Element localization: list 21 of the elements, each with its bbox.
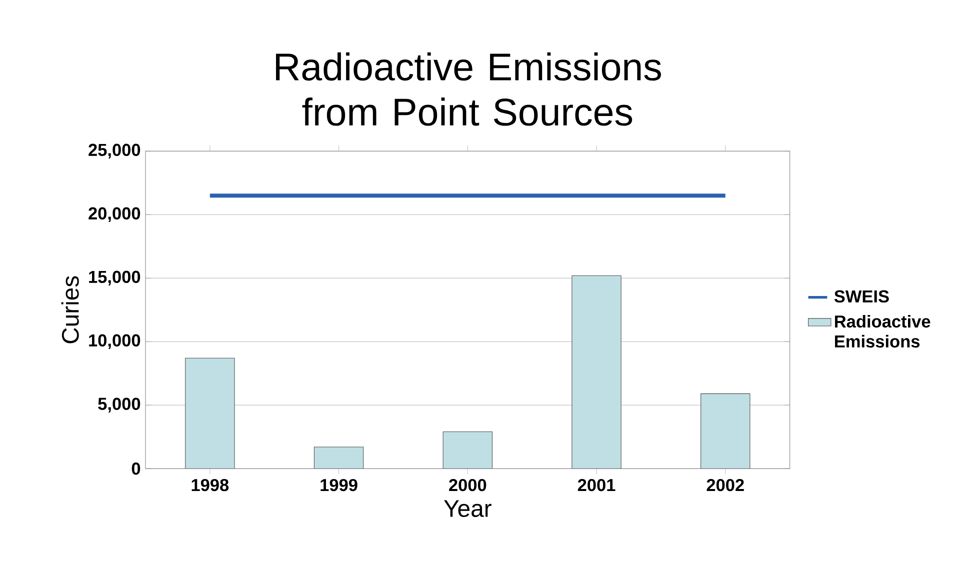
y-tick-label: 25,000 xyxy=(88,144,140,159)
bar xyxy=(185,358,235,469)
bar xyxy=(700,393,750,469)
y-tick-label: 0 xyxy=(132,462,140,475)
y-tick-label: 10,000 xyxy=(89,334,140,349)
x-tick-label: 2000 xyxy=(449,478,486,492)
x-tick-label: 1998 xyxy=(192,478,229,492)
y-tick-label: 5,000 xyxy=(98,398,140,412)
y-axis-title: Curies xyxy=(61,276,79,344)
bar xyxy=(314,446,364,469)
bar xyxy=(572,275,622,469)
x-tick-label: 2002 xyxy=(706,478,744,492)
y-tick-label: 15,000 xyxy=(89,270,140,286)
x-tick-label: 1999 xyxy=(320,478,358,492)
x-tick-label: 2001 xyxy=(578,478,616,492)
bar xyxy=(442,432,492,469)
chart-title: Radioactive Emissions from Point Sources xyxy=(276,52,661,126)
y-tick-label: 20,000 xyxy=(88,207,140,222)
x-axis-title: Year xyxy=(444,500,492,517)
legend-label: Radioactive Emissions xyxy=(835,314,930,348)
legend-label: SWEIS xyxy=(834,290,889,303)
